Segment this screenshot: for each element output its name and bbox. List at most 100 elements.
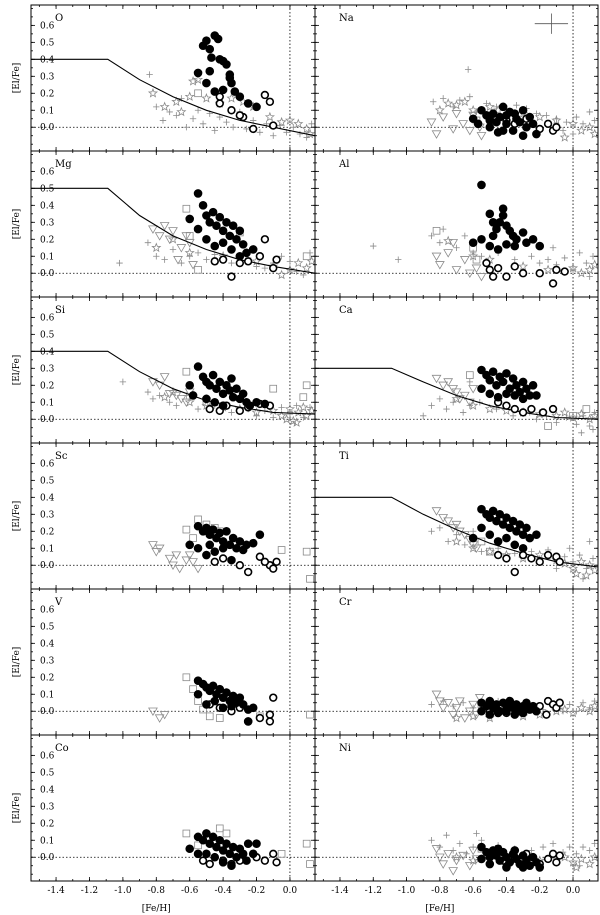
square-point	[302, 839, 311, 848]
filled-circle-point	[525, 112, 535, 122]
filled-circle-point	[512, 526, 521, 536]
triangle-point	[443, 517, 454, 526]
plot-area	[315, 735, 598, 881]
filled-circle-point	[477, 180, 486, 190]
triangle-point	[451, 110, 462, 119]
star-point	[167, 233, 179, 244]
filled-circle-point	[227, 861, 236, 871]
triangle-point	[443, 378, 454, 387]
cross-point	[119, 378, 127, 386]
cross-point	[573, 850, 580, 858]
filled-circle-point	[218, 226, 228, 236]
triangle-point	[471, 264, 482, 273]
filled-circle-point	[525, 533, 535, 543]
filled-circle-point	[468, 533, 478, 543]
x-tick-label: -0.2	[531, 886, 548, 896]
star-point	[584, 121, 595, 132]
plot-area	[31, 443, 315, 589]
y-tick-label: 0.6	[40, 751, 55, 761]
open-circle-point	[210, 257, 219, 266]
open-circle-point	[227, 272, 236, 281]
cross-point	[528, 847, 535, 854]
cross-point	[256, 129, 264, 136]
filled-circle-point	[202, 78, 211, 88]
cross-point	[223, 118, 230, 126]
plot-area	[31, 589, 315, 735]
y-tick-label: 0.0	[40, 561, 55, 571]
cross-point	[511, 256, 518, 263]
triangle-point	[459, 531, 470, 540]
filled-circle-point	[207, 53, 216, 62]
triangle-point	[443, 699, 454, 708]
filled-circle-point	[202, 211, 211, 220]
filled-circle-point	[185, 844, 195, 854]
filled-circle-point	[252, 839, 261, 848]
panel-element-label: V	[54, 597, 63, 608]
filled-circle-point	[488, 109, 498, 118]
y-tick-label: 0.2	[40, 235, 54, 245]
star-point	[151, 242, 162, 253]
filled-circle-point	[242, 248, 251, 258]
filled-circle-point	[193, 68, 203, 78]
cross-point	[429, 98, 437, 105]
square-point	[466, 371, 474, 379]
triangle-point	[451, 266, 462, 275]
filled-circle-point	[243, 99, 253, 108]
star-point	[293, 118, 304, 129]
square-point	[189, 534, 197, 542]
cross-point	[563, 118, 570, 126]
filled-circle-point	[495, 510, 505, 519]
y-tick-label: 0.0	[40, 853, 55, 863]
filled-circle-point	[205, 218, 215, 227]
cross-point	[586, 273, 593, 280]
panel-mg: 0.0 0.1 0.2 0.3 0.4 0.5 0.6Mg [El/Fe]	[12, 150, 316, 298]
filled-circle-point	[532, 391, 541, 400]
triangle-point	[459, 256, 470, 265]
filled-circle-point	[228, 533, 238, 543]
panel-o: 0.0 0.1 0.2 0.3 0.4 0.5 0.6O [El/Fe]	[12, 4, 316, 152]
triangle-point	[459, 391, 470, 401]
triangle-point	[468, 846, 479, 856]
star-point	[184, 247, 195, 258]
star-point	[468, 400, 479, 410]
filled-circle-point	[232, 384, 241, 393]
panel-na: Na	[314, 4, 599, 152]
y-tick-label: 0.1	[40, 398, 54, 408]
triangle-point	[148, 225, 158, 234]
x-tick-label: 0.0	[566, 886, 581, 896]
filled-circle-point	[502, 369, 511, 378]
filled-circle-point	[205, 44, 215, 54]
filled-circle-point	[492, 380, 501, 390]
filled-circle-point	[218, 238, 228, 247]
square-point	[215, 714, 224, 722]
star-point	[298, 402, 309, 412]
filled-circle-point	[210, 397, 220, 407]
square-point	[189, 685, 197, 693]
cross-point	[473, 830, 480, 837]
triangle-point	[458, 851, 469, 861]
filled-circle-point	[510, 391, 520, 400]
filled-circle-point	[225, 231, 235, 241]
cross-point	[144, 239, 152, 246]
square-point	[485, 547, 494, 556]
filled-circle-point	[510, 846, 520, 855]
filled-circle-point	[248, 703, 258, 713]
triangle-point	[434, 261, 445, 270]
filled-circle-point	[235, 251, 245, 261]
triangle-point	[431, 690, 442, 700]
open-circle-point	[482, 258, 491, 268]
triangle-point	[154, 714, 165, 723]
triangle-point	[464, 127, 475, 136]
triangle-point	[474, 694, 485, 703]
open-circle-point	[269, 121, 278, 130]
filled-circle-point	[477, 365, 486, 375]
filled-circle-point	[488, 506, 498, 516]
square-point	[194, 697, 202, 705]
cross-point	[579, 843, 587, 851]
cross-point	[544, 256, 552, 263]
x-tick-label: -1.0	[398, 886, 416, 896]
filled-circle-point	[532, 129, 541, 139]
filled-circle-point	[242, 856, 251, 865]
cross-point	[543, 112, 550, 119]
